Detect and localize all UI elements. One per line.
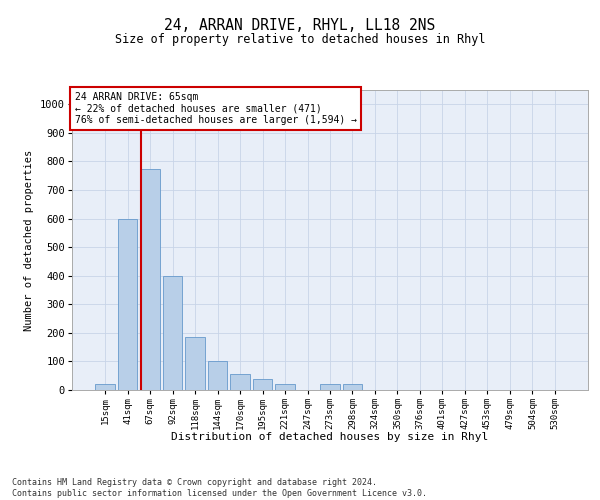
Bar: [208, 362, 227, 390]
Bar: [140, 168, 160, 390]
Text: Distribution of detached houses by size in Rhyl: Distribution of detached houses by size …: [172, 432, 488, 442]
Text: 24, ARRAN DRIVE, RHYL, LL18 2NS: 24, ARRAN DRIVE, RHYL, LL18 2NS: [164, 18, 436, 32]
Bar: [320, 384, 340, 390]
Text: Size of property relative to detached houses in Rhyl: Size of property relative to detached ho…: [115, 32, 485, 46]
Y-axis label: Number of detached properties: Number of detached properties: [25, 150, 35, 330]
Text: Contains HM Land Registry data © Crown copyright and database right 2024.
Contai: Contains HM Land Registry data © Crown c…: [12, 478, 427, 498]
Text: 24 ARRAN DRIVE: 65sqm
← 22% of detached houses are smaller (471)
76% of semi-det: 24 ARRAN DRIVE: 65sqm ← 22% of detached …: [74, 92, 356, 124]
Bar: [343, 384, 362, 390]
Bar: [118, 218, 137, 390]
Bar: [95, 384, 115, 390]
Bar: [275, 384, 295, 390]
Bar: [230, 374, 250, 390]
Bar: [253, 378, 272, 390]
Bar: [185, 337, 205, 390]
Bar: [163, 276, 182, 390]
